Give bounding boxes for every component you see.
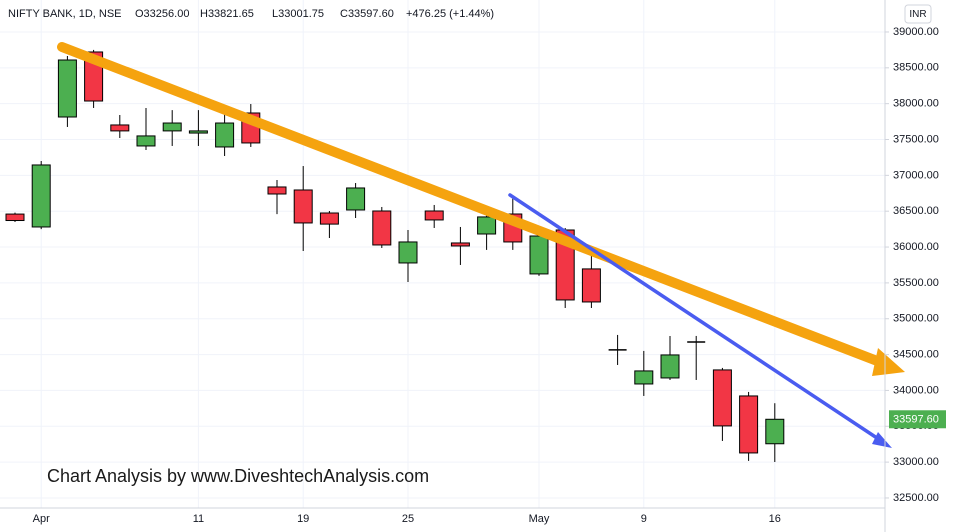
candle-body: [57, 59, 77, 118]
y-tick-label: 38000.00: [893, 98, 939, 110]
candle-body: [581, 268, 601, 303]
ohlc-value: L33001.75: [272, 8, 324, 20]
currency-box: [904, 4, 932, 24]
ohlc-value: +476.25 (+1.44%): [406, 8, 494, 20]
x-tick-label: 11: [193, 513, 204, 525]
ohlc-readout: O33256.00 H33821.65 L33001.75 C33597.60 +476…: [135, 8, 494, 20]
blue-arrowhead: [872, 432, 892, 448]
candle-body: [346, 187, 366, 211]
candle-body: [215, 122, 235, 148]
candle-body: [136, 135, 156, 147]
watermark: Chart Analysis by www.DiveshtechAnalysis…: [47, 466, 429, 486]
y-tick-label: 37000.00: [893, 169, 939, 181]
candles: [5, 49, 785, 462]
orange-arrowhead: [872, 348, 905, 376]
y-tick-label: 32500.00: [893, 492, 939, 504]
y-tick-label: 34500.00: [893, 348, 939, 360]
candle-body: [5, 213, 25, 222]
trend-arrows: [57, 42, 905, 448]
y-tick-label: 36500.00: [893, 205, 939, 217]
chart-title: NIFTY BANK, 1D, NSE: [8, 8, 122, 20]
x-tick-label: Apr: [33, 513, 50, 525]
x-tick-label: May: [529, 513, 550, 525]
last-price-box: [889, 410, 946, 429]
candle-body: [398, 241, 418, 264]
candle-body: [31, 164, 51, 228]
candle-body: [319, 212, 339, 225]
y-tick-label: 34000.00: [893, 384, 939, 396]
x-tick-label: 9: [641, 513, 647, 525]
y-tick-label: 38500.00: [893, 62, 939, 74]
candle-body: [110, 124, 130, 132]
candle-body: [450, 242, 470, 247]
candle-body: [267, 186, 287, 195]
candle-body: [188, 130, 208, 134]
candle-body: [712, 369, 732, 427]
y-tick-label: 37500.00: [893, 133, 939, 145]
orange-trendline: [57, 42, 890, 369]
axes: 32500.0033000.0033500.0034000.0034500.00…: [33, 26, 946, 525]
ohlc-value: H33821.65: [200, 8, 254, 20]
y-tick-label: 35500.00: [893, 277, 939, 289]
x-tick-label: 16: [769, 513, 781, 525]
y-tick-label: 33000.00: [893, 456, 939, 468]
currency: INR: [909, 9, 926, 20]
candle-body: [634, 370, 654, 385]
ohlc-value: O33256.00: [135, 8, 189, 20]
grid: [0, 0, 885, 508]
blue-trendline: [508, 193, 882, 442]
candle-body: [372, 210, 392, 246]
candle-body: [739, 395, 759, 454]
x-tick-label: 19: [297, 513, 309, 525]
candle-body: [424, 210, 444, 221]
candle-body: [293, 189, 313, 224]
y-tick-label: 36000.00: [893, 241, 939, 253]
candle-body: [765, 418, 785, 445]
candle-body: [660, 354, 680, 379]
ohlc-value: C33597.60: [340, 8, 394, 20]
y-tick-label: 35000.00: [893, 313, 939, 325]
x-tick-label: 25: [402, 513, 414, 525]
y-tick-label: 39000.00: [893, 26, 939, 38]
candle-body: [162, 122, 182, 132]
last-price-label: 33597.60: [893, 414, 939, 426]
candle-body: [477, 216, 497, 235]
candle-body: [529, 235, 549, 275]
